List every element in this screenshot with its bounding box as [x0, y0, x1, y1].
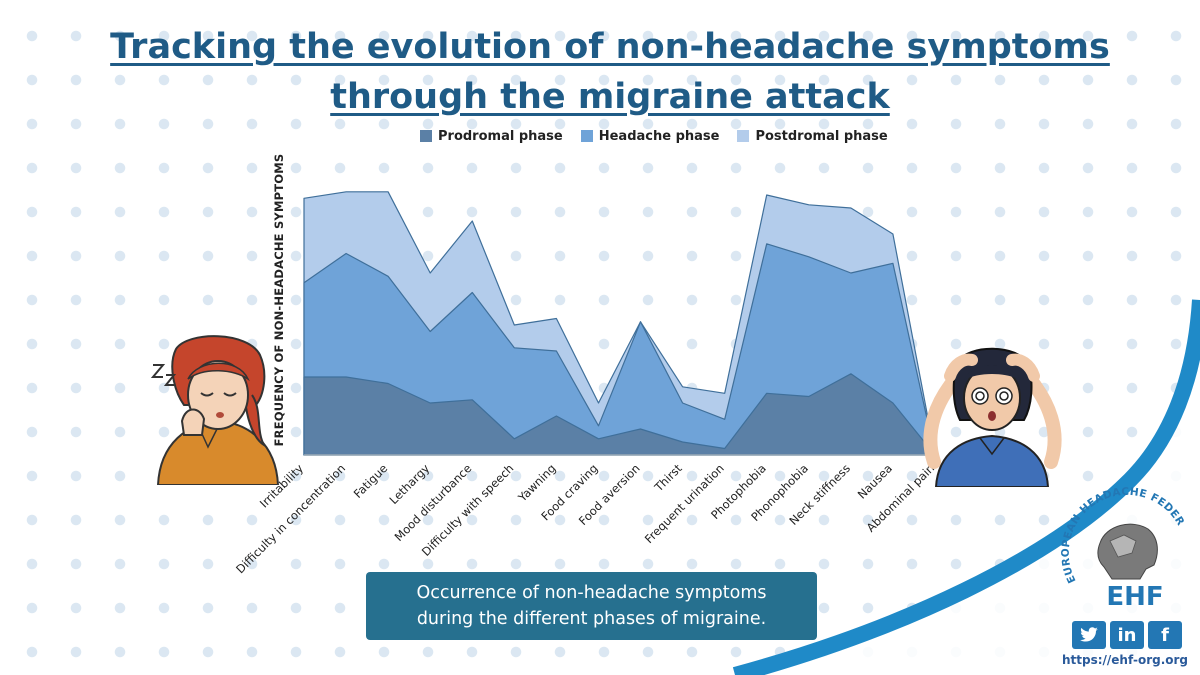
legend-item-postdromal: Postdromal phase: [737, 128, 888, 144]
legend-swatch-headache: [580, 130, 593, 142]
x-tick-label: Thirst: [651, 461, 685, 495]
tired-woman-illustration: [150, 335, 280, 485]
legend-label-prodromal: Prodromal phase: [438, 128, 563, 144]
caption-line-1: Occurrence of non-headache symptoms: [416, 583, 767, 603]
ehf-abbreviation: EHF: [1106, 582, 1164, 612]
x-tick-label: Yawning: [515, 461, 559, 505]
ehf-logo-emblem: EUROPEAN HEADACHE FEDERATION: [1040, 485, 1186, 585]
legend-swatch-prodromal: [420, 130, 432, 142]
x-tick-label: Mood disturbance: [392, 461, 475, 544]
chart-areas: [303, 191, 936, 456]
x-tick-label: Frequent urination: [642, 461, 727, 546]
x-tick-label: Nausea: [855, 461, 895, 501]
legend-item-prodromal: Prodromal phase: [420, 129, 563, 144]
website-url[interactable]: https://ehf-org.org: [1061, 653, 1189, 667]
legend-label-headache: Headache phase: [598, 128, 720, 144]
linkedin-icon[interactable]: in: [1110, 621, 1144, 649]
legend-label-postdromal: Postdromal phase: [755, 128, 888, 144]
legend-swatch-postdromal: [737, 130, 750, 142]
dizzy-person-illustration: [923, 347, 1062, 487]
title-line-2: through the migraine attack: [330, 77, 890, 117]
page-title: Tracking the evolution of non-headache s…: [0, 22, 1200, 122]
title-line-1: Tracking the evolution of non-headache s…: [110, 27, 1110, 67]
x-tick-label: Fatigue: [351, 461, 391, 501]
chart-legend: Prodromal phase Headache phase Postdroma…: [420, 126, 888, 146]
caption-box: Occurrence of non-headache symptoms duri…: [366, 572, 817, 640]
legend-item-headache: Headache phase: [580, 128, 720, 144]
caption-line-2: during the different phases of migraine.: [416, 609, 767, 629]
social-links: in f: [1072, 621, 1182, 649]
facebook-icon[interactable]: f: [1148, 621, 1182, 649]
twitter-icon[interactable]: [1072, 621, 1106, 649]
